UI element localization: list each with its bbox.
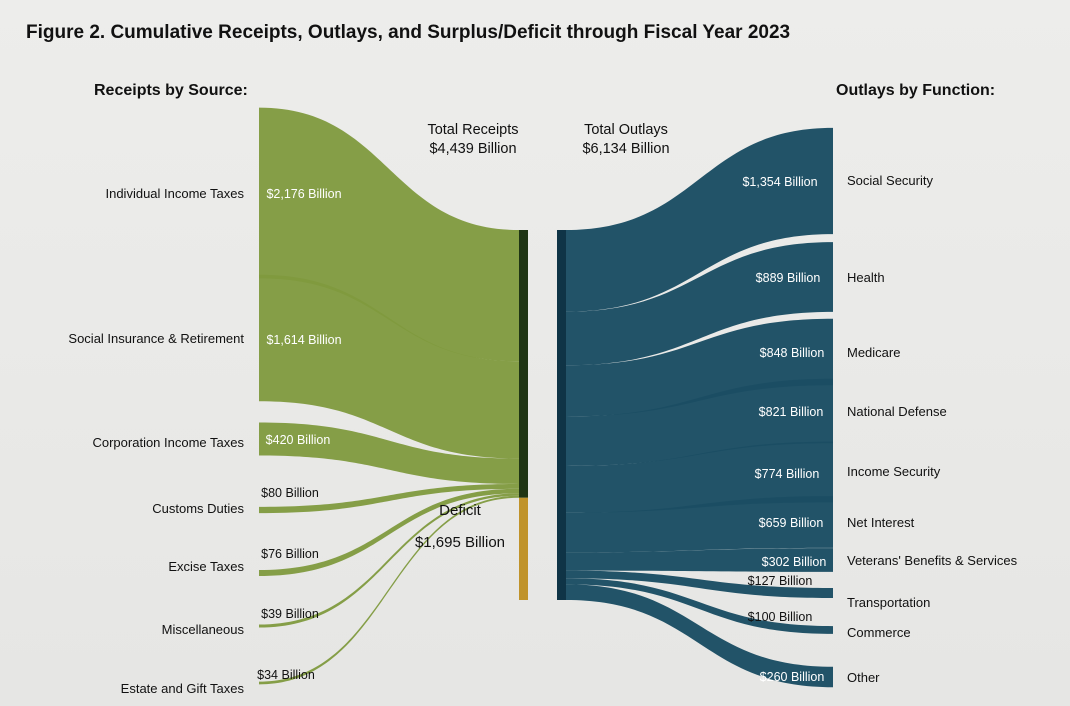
total-receipts-label: Total Receipts bbox=[427, 122, 519, 138]
receipt-label-corporation-income-taxes: Corporation Income Taxes bbox=[92, 435, 244, 450]
deficit-annotation: Deficit $1,695 Billion bbox=[402, 495, 518, 559]
outlay-label-net-interest: Net Interest bbox=[847, 515, 915, 530]
outlay-flow-other bbox=[566, 584, 833, 688]
receipt-label-miscellaneous: Miscellaneous bbox=[162, 622, 245, 637]
outlay-flow-commerce bbox=[566, 578, 833, 634]
outlay-flow-national-defense bbox=[566, 378, 833, 466]
receipt-label-social-insurance-retirement: Social Insurance & Retirement bbox=[68, 331, 244, 346]
outlay-flow-income-security bbox=[566, 441, 833, 513]
outlay-flow-transportation bbox=[566, 570, 833, 598]
outlay-value-commerce: $100 Billion bbox=[748, 610, 813, 624]
receipt-value-corporation-income-taxes: $420 Billion bbox=[266, 433, 331, 447]
receipt-value-social-insurance-retirement: $1,614 Billion bbox=[266, 333, 341, 347]
receipt-flow-individual-income-taxes bbox=[259, 107, 519, 362]
total-outlays-label: Total Outlays bbox=[584, 122, 668, 138]
receipt-flow-corporation-income-taxes bbox=[259, 422, 519, 484]
receipt-flow-social-insurance-retirement bbox=[259, 274, 519, 459]
total-outlays-value: $6,134 Billion bbox=[582, 141, 670, 157]
outlay-flow-medicare bbox=[566, 318, 833, 417]
outlay-value-transportation: $127 Billion bbox=[748, 574, 813, 588]
total-receipts-bar bbox=[519, 230, 528, 498]
receipt-flow-estate-and-gift-taxes bbox=[259, 495, 519, 685]
receipt-label-excise-taxes: Excise Taxes bbox=[168, 559, 244, 574]
outlay-flow-net-interest bbox=[566, 496, 833, 553]
outlay-value-social-security: $1,354 Billion bbox=[742, 175, 817, 189]
outlay-value-health: $889 Billion bbox=[756, 271, 821, 285]
outlay-value-veterans-benefits-services: $302 Billion bbox=[762, 555, 827, 569]
outlay-value-other: $260 Billion bbox=[760, 670, 825, 684]
total-receipts: Total Receipts $4,439 Billion bbox=[405, 121, 541, 159]
outlays-heading: Outlays by Function: bbox=[836, 82, 996, 99]
outlay-label-transportation: Transportation bbox=[847, 595, 930, 610]
receipt-value-individual-income-taxes: $2,176 Billion bbox=[266, 187, 341, 201]
outlay-label-other: Other bbox=[847, 670, 880, 685]
receipts-heading: Receipts by Source: bbox=[94, 82, 248, 99]
outlay-label-national-defense: National Defense bbox=[847, 404, 947, 419]
deficit-value: $1,695 Billion bbox=[414, 534, 506, 551]
outlay-label-commerce: Commerce bbox=[847, 625, 911, 640]
total-outlays: Total Outlays $6,134 Billion bbox=[558, 121, 694, 159]
outlay-label-income-security: Income Security bbox=[847, 464, 941, 479]
receipt-value-miscellaneous: $39 Billion bbox=[261, 607, 319, 621]
receipt-flow-excise-taxes bbox=[259, 488, 519, 576]
outlay-flow-social-security bbox=[566, 127, 833, 312]
outlay-value-medicare: $848 Billion bbox=[760, 346, 825, 360]
receipt-value-excise-taxes: $76 Billion bbox=[261, 547, 319, 561]
receipt-label-customs-duties: Customs Duties bbox=[152, 501, 244, 516]
outlay-value-net-interest: $659 Billion bbox=[759, 516, 824, 530]
outlay-flow-health bbox=[566, 242, 833, 366]
deficit-label: Deficit bbox=[439, 502, 481, 519]
receipt-label-estate-and-gift-taxes: Estate and Gift Taxes bbox=[121, 681, 245, 696]
receipt-flow-customs-duties bbox=[259, 483, 519, 514]
receipt-label-individual-income-taxes: Individual Income Taxes bbox=[105, 186, 244, 201]
receipt-value-customs-duties: $80 Billion bbox=[261, 486, 319, 500]
chart-title: Figure 2. Cumulative Receipts, Outlays, … bbox=[26, 22, 791, 43]
total-outlays-bar bbox=[557, 230, 566, 600]
outlay-label-health: Health bbox=[847, 270, 885, 285]
total-receipts-value: $4,439 Billion bbox=[429, 141, 517, 157]
outlay-value-income-security: $774 Billion bbox=[755, 467, 820, 481]
outlay-label-veterans-benefits-services: Veterans' Benefits & Services bbox=[847, 553, 1018, 568]
outlay-label-medicare: Medicare bbox=[847, 345, 900, 360]
outlay-value-national-defense: $821 Billion bbox=[759, 405, 824, 419]
receipt-value-estate-and-gift-taxes: $34 Billion bbox=[257, 668, 315, 682]
receipt-flow-miscellaneous bbox=[259, 493, 519, 628]
outlay-flow-veterans-benefits-services bbox=[566, 548, 833, 572]
deficit-bar bbox=[519, 497, 528, 600]
outlay-label-social-security: Social Security bbox=[847, 173, 933, 188]
